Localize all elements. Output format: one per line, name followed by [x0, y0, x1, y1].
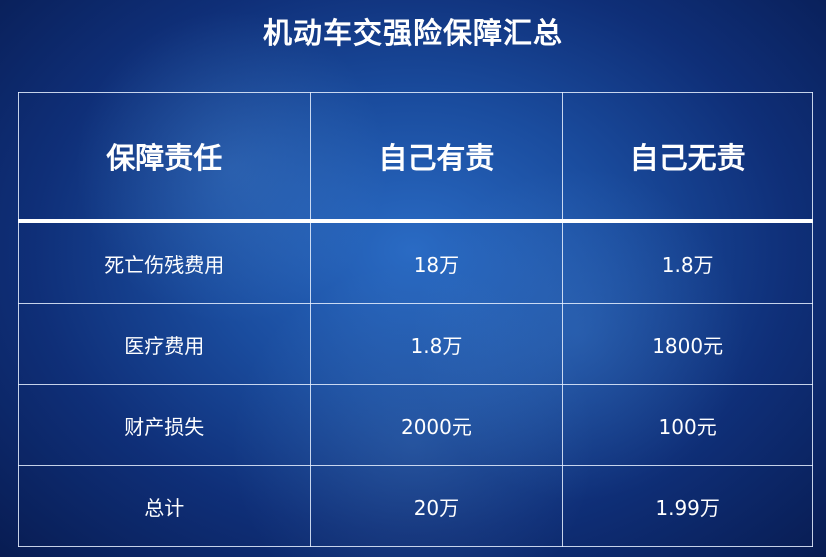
total-row: 总计 20万 1.99万 — [18, 465, 813, 547]
row-label: 总计 — [18, 465, 311, 547]
at-fault-value: 1.8万 — [309, 303, 564, 385]
not-at-fault-value: 100元 — [562, 384, 813, 466]
header-row: 保障责任 自己有责 自己无责 — [18, 92, 813, 223]
not-at-fault-value: 1.99万 — [562, 465, 813, 547]
row-label: 医疗费用 — [18, 303, 311, 385]
coverage-table: 保障责任 自己有责 自己无责 死亡伤残费用 18万 1.8万 医疗费用 1.8万… — [18, 92, 813, 547]
at-fault-value: 20万 — [309, 465, 564, 547]
page-title: 机动车交强险保障汇总 — [262, 16, 563, 50]
table-row: 财产损失 2000元 100元 — [18, 384, 813, 466]
row-label: 财产损失 — [18, 384, 311, 466]
table-row: 医疗费用 1.8万 1800元 — [18, 303, 813, 385]
at-fault-value: 2000元 — [309, 384, 564, 466]
table-row: 死亡伤残费用 18万 1.8万 — [18, 220, 813, 304]
at-fault-value: 18万 — [309, 220, 564, 304]
not-at-fault-value: 1.8万 — [562, 220, 813, 304]
header-not-at-fault: 自己无责 — [562, 92, 813, 223]
header-liability: 保障责任 — [18, 92, 311, 223]
row-label: 死亡伤残费用 — [18, 220, 311, 304]
not-at-fault-value: 1800元 — [562, 303, 813, 385]
header-at-fault: 自己有责 — [309, 92, 564, 223]
